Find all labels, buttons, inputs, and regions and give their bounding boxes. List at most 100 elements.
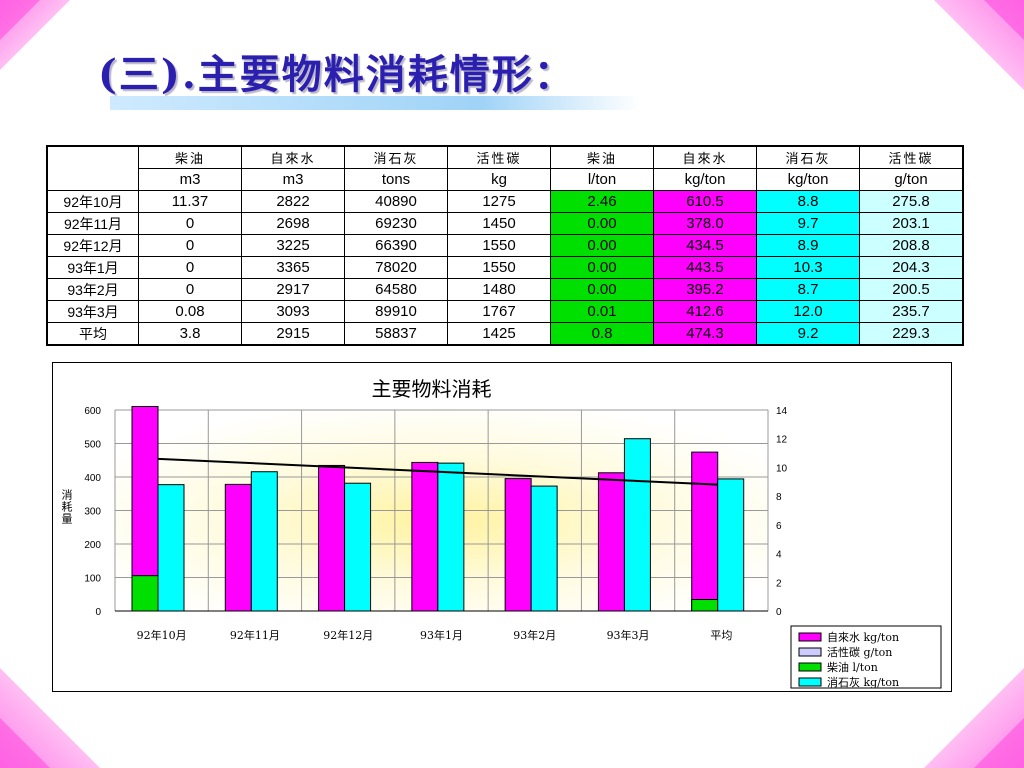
x-tick-label: 93年2月 [513,628,556,642]
y2-tick-label: 0 [776,607,782,618]
legend-swatch [798,632,822,642]
row-label: 92年12月 [46,234,139,257]
x-tick-label: 92年12月 [323,628,373,642]
table-cell: 200.5 [859,278,964,301]
unit-cell: g/ton [859,168,964,191]
table-row: 93年1月 0 3365 78020 1550 0.00 443.5 10.3 204.3 [46,256,964,279]
bar-water [411,461,439,612]
bar-water [318,464,346,612]
table-cell: 0 [138,234,242,257]
table-cell: 10.3 [756,256,860,279]
y2-tick-label: 8 [776,492,782,503]
table-cell: 11.37 [138,190,242,213]
header-cell: 消石灰 [344,145,448,169]
table-cell: 434.5 [653,234,757,257]
header-row: 柴油 自來水 消石灰 活性碳 柴油 自來水 消石灰 活性碳 [46,145,964,191]
unit-cell: m3 [241,168,345,191]
consumption-table: 柴油 自來水 消石灰 活性碳 柴油 自來水 消石灰 活性碳 m3 m3 tons kg l/ton kg/… [46,145,964,346]
bar-lime [530,485,558,612]
table-cell: 1550 [447,256,551,279]
slide-title: (三).主要物料消耗情形： [98,51,576,98]
table-cell: 69230 [344,212,448,235]
legend-swatch [798,647,822,657]
bar-lime [717,478,745,612]
bar-water [224,483,252,612]
table-cell: 2698 [241,212,345,235]
table-cell: 474.3 [653,322,757,346]
table-cell: 1480 [447,278,551,301]
y2-tick-label: 12 [776,435,788,446]
header-cell: 自來水 [241,145,345,169]
table-cell: 0.00 [550,212,654,235]
x-tick-label: 93年3月 [607,628,650,642]
table-row: 93年2月 0 2917 64580 1480 0.00 395.2 8.7 200.5 [46,278,964,301]
table-cell: 8.7 [756,278,860,301]
consumption-chart: 主要物料消耗 0 100 200 300 400 500 600 0 2 4 6 8 10 12 14 消耗量 9… [62,377,942,689]
y-tick-label: 500 [84,440,101,451]
table-cell: 0 [138,212,242,235]
bar-water [597,472,625,612]
table-cell: 12.0 [756,300,860,323]
x-tick-label: 92年10月 [137,628,187,642]
table-cell: 3.8 [138,322,242,346]
y-tick-label: 200 [84,540,101,551]
table-cell: 40890 [344,190,448,213]
table-cell: 204.3 [859,256,964,279]
table-cell: 2822 [241,190,345,213]
table-row: 92年11月 0 2698 69230 1450 0.00 378.0 9.7 203.1 [46,212,964,235]
x-tick-label: 93年1月 [420,628,463,642]
table-cell: 2917 [241,278,345,301]
chart-area: 主要物料消耗 0 100 200 300 400 500 600 0 2 4 6 8 10 12 14 消耗量 9… [52,362,952,692]
x-tick-label: 平均 [710,629,732,642]
table-cell: 229.3 [859,322,964,346]
unit-cell: kg/ton [756,168,860,191]
header-cell: 活性碳 [447,145,551,169]
table-cell: 9.2 [756,322,860,346]
table-row: 平均 3.8 2915 58837 1425 0.8 474.3 9.2 229.3 [46,322,964,346]
bar-water [504,478,532,612]
bar-water [691,451,719,612]
row-label: 93年1月 [46,256,139,279]
header-cell: 自來水 [653,145,757,169]
table-cell: 9.7 [756,212,860,235]
legend-swatch [798,662,822,672]
header-cell: 柴油 [550,145,654,169]
legend-entry: 自來水 kg/ton [827,631,899,644]
row-label: 92年10月 [46,190,139,213]
bar-lime [623,438,651,612]
table-cell: 64580 [344,278,448,301]
table-cell: 3365 [241,256,345,279]
table-cell: 208.8 [859,234,964,257]
table-cell: 8.9 [756,234,860,257]
table-cell: 1550 [447,234,551,257]
unit-cell: kg [447,168,551,191]
y-tick-label: 400 [84,473,101,484]
x-tick-label: 92年11月 [230,628,280,642]
table-cell: 1767 [447,300,551,323]
y2-tick-label: 14 [776,406,788,417]
table-cell: 610.5 [653,190,757,213]
table-cell: 443.5 [653,256,757,279]
y2-tick-label: 2 [776,578,782,589]
table-cell: 3093 [241,300,345,323]
table-cell: 0.8 [550,322,654,346]
table-cell: 78020 [344,256,448,279]
row-label: 93年3月 [46,300,139,323]
bar-lime [157,484,185,612]
table-cell: 8.8 [756,190,860,213]
y2-tick-label: 4 [776,550,782,561]
header-cell: 消石灰 [756,145,860,169]
table-cell: 0.00 [550,256,654,279]
unit-cell: l/ton [550,168,654,191]
table-row: 92年10月 11.37 2822 40890 1275 2.46 610.5 8.8 275.… [46,190,964,213]
y-tick-label: 0 [95,607,101,618]
table-cell: 0.00 [550,234,654,257]
table-cell: 58837 [344,322,448,346]
table-cell: 0 [138,256,242,279]
table-cell: 1450 [447,212,551,235]
table-cell: 395.2 [653,278,757,301]
table-cell: 1275 [447,190,551,213]
bar-diesel [131,575,159,612]
legend-swatch [798,677,822,687]
